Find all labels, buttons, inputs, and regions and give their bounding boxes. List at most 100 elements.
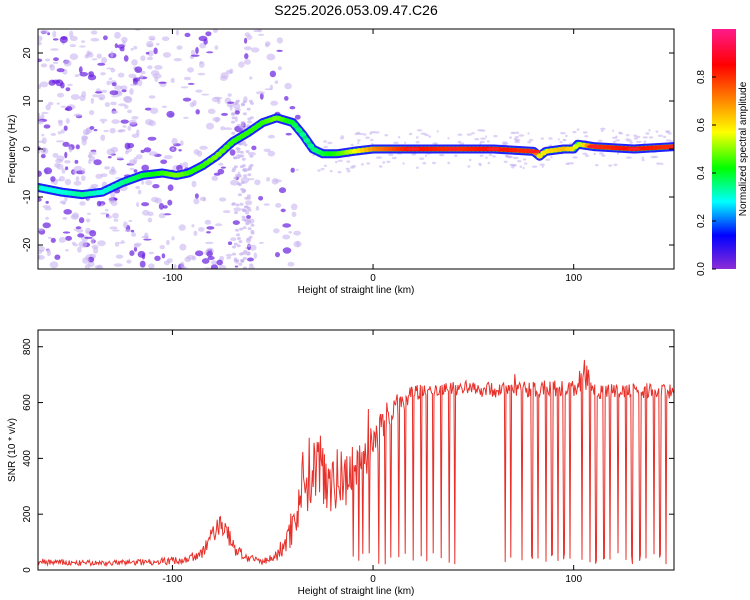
spectral-blob — [480, 137, 487, 140]
spectral-blob — [58, 120, 63, 127]
spectral-blob — [183, 116, 189, 119]
spectral-blob — [233, 102, 238, 106]
spectral-blob — [199, 61, 203, 65]
spectral-blob — [247, 257, 254, 262]
y-tick-label: 20 — [22, 47, 33, 59]
spectral-blob — [241, 215, 246, 219]
spectral-blob — [274, 80, 279, 84]
spectral-blob — [52, 38, 59, 41]
spectral-blob — [38, 41, 42, 46]
spectral-blob — [163, 155, 173, 160]
ridge-point — [536, 153, 543, 159]
spectral-blob — [57, 92, 65, 98]
spectral-blob — [428, 135, 432, 138]
spectral-blob — [246, 237, 251, 241]
snr-frame — [37, 329, 675, 571]
spectral-blob — [206, 122, 214, 130]
spectral-blob — [62, 141, 70, 147]
spectral-blob — [210, 264, 218, 269]
y-tick-label: -10 — [22, 189, 33, 204]
spectral-blob — [422, 162, 427, 165]
spectral-blob — [197, 150, 203, 157]
spectral-blob — [64, 178, 72, 186]
spectral-blob — [135, 154, 143, 160]
spectral-blob — [88, 151, 97, 156]
spectral-blob — [167, 199, 173, 206]
spectral-blob — [633, 137, 639, 140]
spectral-blob — [144, 107, 152, 111]
spectral-blob — [612, 140, 617, 144]
spectral-blob — [145, 51, 150, 55]
ridge-point — [207, 157, 214, 163]
spectral-blob — [411, 153, 417, 156]
spectral-blob — [78, 66, 83, 74]
spectral-blob — [550, 156, 553, 159]
spectral-blob — [65, 235, 72, 241]
spectral-blob — [118, 103, 127, 107]
spectral-blob — [517, 160, 522, 163]
colorbar-tick-label: 0.2 — [696, 214, 707, 228]
spectral-blob — [126, 259, 132, 264]
spectral-blob — [246, 168, 251, 171]
spectral-blob — [179, 243, 187, 251]
spectral-blob — [38, 35, 43, 42]
spectral-blob — [232, 220, 240, 226]
spectral-blob — [249, 116, 254, 120]
spectral-blob — [247, 178, 255, 181]
ridge-point — [223, 144, 230, 150]
spectral-blob — [179, 140, 184, 146]
spectral-blob — [95, 91, 103, 94]
spectral-blob — [191, 224, 195, 228]
spectral-blob — [146, 56, 154, 61]
spectral-blob — [74, 74, 80, 78]
spectral-blob — [518, 134, 525, 137]
colorbar-ticks: 0.0 0.2 0.4 0.6 0.8 — [696, 70, 716, 276]
spectral-blob — [415, 141, 420, 144]
spectral-blob — [509, 136, 512, 139]
spectral-blob — [493, 134, 498, 138]
spectral-blob — [514, 136, 520, 139]
spectral-blob — [90, 97, 95, 104]
spectral-blob — [171, 147, 175, 151]
spectral-blob — [187, 67, 194, 73]
spectral-blob — [176, 29, 179, 36]
spectral-blob — [50, 132, 57, 136]
spectral-blob — [63, 59, 72, 67]
spectral-blob — [238, 240, 243, 244]
spectral-blob — [114, 241, 120, 247]
spectral-blob — [201, 93, 210, 96]
spectral-blob — [237, 183, 242, 187]
spectral-blob — [57, 131, 62, 135]
spectral-blob — [416, 129, 423, 132]
spectral-blob — [54, 254, 61, 260]
spectral-blob — [101, 57, 108, 64]
spectral-blob — [329, 170, 333, 173]
x-tick-label: 100 — [565, 273, 582, 284]
spectral-blob — [227, 101, 235, 104]
spectral-blob — [110, 51, 114, 58]
spectral-blob — [133, 45, 138, 50]
spectral-blob — [290, 167, 295, 173]
spectral-blob — [239, 150, 244, 154]
spectral-blob — [113, 218, 119, 222]
y-tick-label: -20 — [22, 237, 33, 252]
spectral-blob — [118, 241, 126, 244]
spectral-blob — [223, 127, 233, 131]
spectral-blob — [565, 162, 570, 165]
spectral-blob — [245, 200, 253, 206]
spectral-blob — [88, 71, 94, 78]
snr-ticks: -100 0 100 0 200 400 600 800 — [22, 330, 674, 585]
spectral-blob — [182, 161, 189, 168]
spectral-blob — [89, 126, 95, 130]
spectral-blob — [111, 95, 119, 98]
spectral-blob — [72, 212, 79, 219]
spectral-blob — [38, 197, 42, 202]
spectral-blob — [55, 140, 65, 143]
spectral-blob — [230, 179, 239, 186]
spectral-blob — [92, 94, 100, 98]
spectral-blob — [129, 88, 134, 95]
spectral-blob — [339, 137, 345, 140]
spectral-blob — [195, 250, 204, 257]
